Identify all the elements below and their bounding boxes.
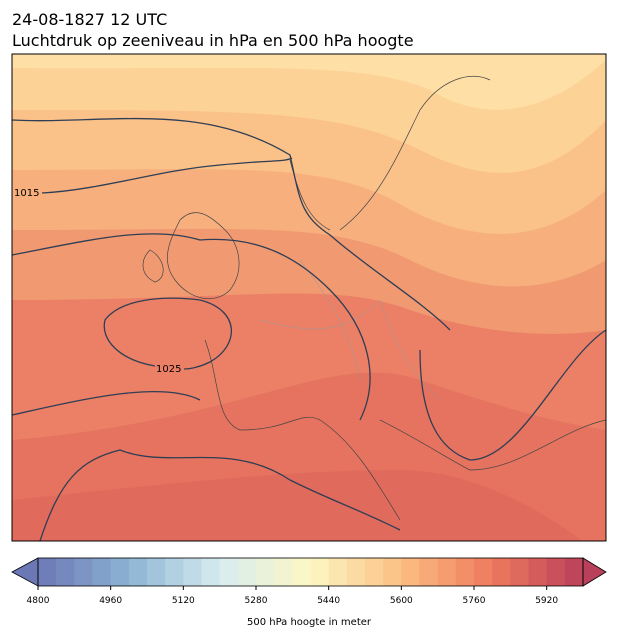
colorbar-label: 500 hPa hoogte in meter [247, 617, 372, 628]
isobar-label: 1025 [156, 364, 181, 375]
colorbar-swatch [256, 558, 275, 586]
colorbar-swatch [528, 558, 548, 586]
colorbar-swatch [310, 558, 330, 586]
colorbar-extend [11, 557, 39, 587]
colorbar-swatch [128, 558, 148, 586]
colorbar-swatch [110, 558, 130, 586]
colorbar-swatch [237, 558, 257, 586]
colorbar-swatch [219, 558, 239, 586]
isobar [12, 117, 451, 331]
colorbar-tick-label: 5120 [172, 596, 195, 606]
isobar [103, 297, 233, 370]
colorbar-swatch [38, 558, 57, 586]
isobar [12, 233, 371, 421]
map: 1015 1025 [12, 54, 606, 541]
colorbar-swatch [147, 558, 166, 586]
colorbar-swatch [183, 558, 202, 586]
colorbar-swatch [346, 558, 366, 586]
colorbar-tick-label: 5440 [317, 596, 340, 606]
colorbar-tick-label: 5760 [463, 596, 486, 606]
colorbar-swatch [365, 558, 384, 586]
colorbar-frame [37, 557, 584, 587]
isobar-label: 1015 [14, 188, 39, 199]
colorbar-swatch [510, 558, 529, 586]
colorbar-swatch [437, 558, 457, 586]
isobar [41, 157, 293, 194]
title: 24-08-1827 12 UTC [12, 10, 167, 29]
colorbar: 4800 4960 5120 5280 5440 5600 5760 5920 [11, 557, 607, 606]
colorbar-tick-label: 5600 [390, 596, 413, 606]
colorbar-swatch [274, 558, 293, 586]
coastline [142, 212, 240, 299]
colorbar-tick-label: 4960 [99, 596, 122, 606]
colorbar-swatch [328, 558, 348, 586]
map-frame [11, 53, 607, 542]
colorbar-swatch [546, 558, 566, 586]
colorbar-swatch [92, 558, 112, 586]
colorbar-swatch [292, 558, 311, 586]
colorbar-swatch [201, 558, 221, 586]
colorbar-tick-label: 5280 [245, 596, 268, 606]
colorbar-tick-label: 5920 [535, 596, 558, 606]
isobar [39, 329, 606, 541]
colorbar-swatch [564, 558, 584, 586]
colorbar-tick-label: 4800 [27, 596, 50, 606]
colorbar-swatch [165, 558, 184, 586]
colorbar-swatch [383, 558, 402, 586]
colorbar-swatch [419, 558, 439, 586]
colorbar-swatch [492, 558, 511, 586]
colorbar-swatch [74, 558, 93, 586]
coastline [204, 76, 606, 521]
band [12, 54, 606, 110]
border [259, 259, 441, 401]
colorbar-swatch [56, 558, 75, 586]
colorbar-swatch [455, 558, 475, 586]
colorbar-extend [582, 557, 607, 587]
subtitle: Luchtdruk op zeeniveau in hPa en 500 hPa… [12, 31, 414, 50]
colorbar-swatch [401, 558, 420, 586]
colorbar-swatch [474, 558, 493, 586]
